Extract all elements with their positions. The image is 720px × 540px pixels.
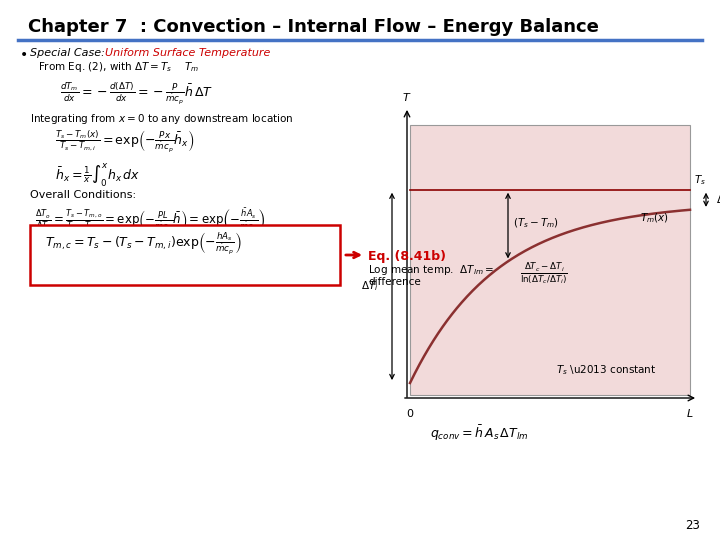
Text: $T_s$: $T_s$ bbox=[694, 173, 706, 187]
Text: $T_m(x)$: $T_m(x)$ bbox=[640, 212, 669, 225]
Text: Uniform Surface Temperature: Uniform Surface Temperature bbox=[105, 48, 271, 58]
Text: Overall Conditions:: Overall Conditions: bbox=[30, 190, 136, 200]
Text: $q_{conv} = \bar{h}\,A_s\,\Delta T_{lm}$: $q_{conv} = \bar{h}\,A_s\,\Delta T_{lm}$ bbox=[430, 423, 528, 442]
Text: $\frac{dT_m}{dx} = -\frac{d\left(\Delta T\right)}{dx} = -\frac{P}{\dot{m}c_p}\ba: $\frac{dT_m}{dx} = -\frac{d\left(\Delta … bbox=[60, 80, 213, 106]
Text: $L$: $L$ bbox=[686, 407, 694, 419]
Text: $\Delta T_i$: $\Delta T_i$ bbox=[361, 280, 379, 293]
Text: Log mean temp.  $\Delta T_{lm} =$: Log mean temp. $\Delta T_{lm} =$ bbox=[368, 263, 494, 277]
Bar bbox=[30, 225, 340, 285]
Text: $T_{m,c} = T_s - (T_s - T_{m,i})\exp\!\left(-\frac{hA_s}{\dot{m}c_p}\right)$: $T_{m,c} = T_s - (T_s - T_{m,i})\exp\!\l… bbox=[45, 230, 242, 256]
Text: •: • bbox=[20, 48, 28, 62]
Text: Integrating from $x=0$ to any downstream location: Integrating from $x=0$ to any downstream… bbox=[30, 112, 294, 126]
Text: $\frac{\Delta T_c - \Delta T_i}{\ln\!\left(\Delta T_c / \Delta T_i\right)}$: $\frac{\Delta T_c - \Delta T_i}{\ln\!\le… bbox=[520, 261, 568, 287]
Text: Chapter 7  : Convection – Internal Flow – Energy Balance: Chapter 7 : Convection – Internal Flow –… bbox=[28, 18, 599, 36]
Text: From Eq. (2), with $\Delta T = T_s$    $T_m$: From Eq. (2), with $\Delta T = T_s$ $T_m… bbox=[38, 60, 199, 74]
Text: $\Delta T_o$: $\Delta T_o$ bbox=[716, 193, 720, 207]
Text: $\bar{h}_x = \frac{1}{x}\int_0^x h_x\,dx$: $\bar{h}_x = \frac{1}{x}\int_0^x h_x\,dx… bbox=[55, 162, 140, 189]
Text: 23: 23 bbox=[685, 519, 700, 532]
Bar bbox=[410, 125, 690, 395]
Text: Special Case:: Special Case: bbox=[30, 48, 112, 58]
Text: $\frac{T_s - T_m(x)}{T_s - T_{m,i}} = \exp\!\left(-\frac{Px}{\dot{m}c_p}\bar{h}_: $\frac{T_s - T_m(x)}{T_s - T_{m,i}} = \e… bbox=[55, 128, 194, 154]
Text: difference: difference bbox=[368, 277, 420, 287]
Text: $T_s$ \u2013 constant: $T_s$ \u2013 constant bbox=[556, 363, 656, 377]
Text: $(T_s - T_m)$: $(T_s - T_m)$ bbox=[513, 217, 559, 231]
Text: $\frac{\Delta T_o}{\Delta T_i} = \frac{T_s - T_{m,o}}{T_s - T_{m,i}} = \exp\!\le: $\frac{\Delta T_o}{\Delta T_i} = \frac{T… bbox=[35, 207, 266, 234]
Text: $0$: $0$ bbox=[406, 407, 414, 419]
Text: $T$: $T$ bbox=[402, 91, 412, 103]
Text: Eq. (8.41b): Eq. (8.41b) bbox=[368, 250, 446, 263]
